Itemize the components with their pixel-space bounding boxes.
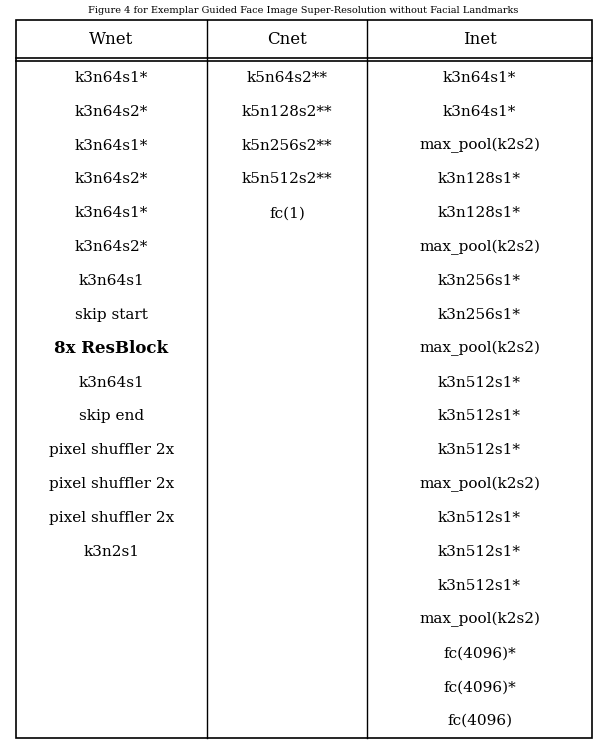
Text: k3n512s1*: k3n512s1*: [438, 579, 521, 592]
Text: k3n512s1*: k3n512s1*: [438, 511, 521, 525]
Text: k3n256s1*: k3n256s1*: [438, 274, 521, 288]
Text: max_pool(k2s2): max_pool(k2s2): [419, 239, 540, 255]
Text: k3n512s1*: k3n512s1*: [438, 409, 521, 423]
Text: k3n64s1: k3n64s1: [79, 375, 144, 390]
Text: k3n512s1*: k3n512s1*: [438, 444, 521, 457]
Text: k3n64s2*: k3n64s2*: [75, 173, 148, 186]
Text: fc(1): fc(1): [269, 206, 305, 221]
Text: k3n64s2*: k3n64s2*: [75, 240, 148, 254]
Text: skip start: skip start: [75, 308, 148, 322]
Text: Inet: Inet: [462, 31, 496, 48]
Text: pixel shuffler 2x: pixel shuffler 2x: [49, 511, 174, 525]
Text: k3n64s1*: k3n64s1*: [443, 71, 516, 85]
Text: k3n64s1*: k3n64s1*: [75, 206, 148, 221]
Text: fc(4096)*: fc(4096)*: [443, 646, 516, 660]
Text: pixel shuffler 2x: pixel shuffler 2x: [49, 477, 174, 491]
Text: k5n128s2**: k5n128s2**: [242, 105, 332, 119]
Text: k3n2s1: k3n2s1: [84, 545, 139, 559]
Text: max_pool(k2s2): max_pool(k2s2): [419, 612, 540, 627]
Text: max_pool(k2s2): max_pool(k2s2): [419, 138, 540, 153]
Text: pixel shuffler 2x: pixel shuffler 2x: [49, 444, 174, 457]
Text: 8x ResBlock: 8x ResBlock: [55, 340, 168, 358]
Text: fc(4096): fc(4096): [447, 714, 512, 728]
Text: k3n512s1*: k3n512s1*: [438, 545, 521, 559]
Text: k3n256s1*: k3n256s1*: [438, 308, 521, 322]
Text: Cnet: Cnet: [267, 31, 307, 48]
Text: k3n64s1*: k3n64s1*: [75, 71, 148, 85]
Text: k3n64s2*: k3n64s2*: [75, 105, 148, 119]
Text: Figure 4 for Exemplar Guided Face Image Super-Resolution without Facial Landmark: Figure 4 for Exemplar Guided Face Image …: [88, 6, 518, 15]
Text: k3n128s1*: k3n128s1*: [438, 206, 521, 221]
Text: k3n128s1*: k3n128s1*: [438, 173, 521, 186]
Text: k3n64s1*: k3n64s1*: [75, 138, 148, 153]
Text: fc(4096)*: fc(4096)*: [443, 680, 516, 694]
Text: k5n512s2**: k5n512s2**: [242, 173, 332, 186]
Text: Wnet: Wnet: [89, 31, 134, 48]
Text: k3n512s1*: k3n512s1*: [438, 375, 521, 390]
Text: max_pool(k2s2): max_pool(k2s2): [419, 341, 540, 356]
Text: max_pool(k2s2): max_pool(k2s2): [419, 476, 540, 491]
Text: k3n64s1: k3n64s1: [79, 274, 144, 288]
Text: k5n64s2**: k5n64s2**: [247, 71, 327, 85]
Text: skip end: skip end: [79, 409, 144, 423]
Text: k5n256s2**: k5n256s2**: [242, 138, 332, 153]
Text: k3n64s1*: k3n64s1*: [443, 105, 516, 119]
